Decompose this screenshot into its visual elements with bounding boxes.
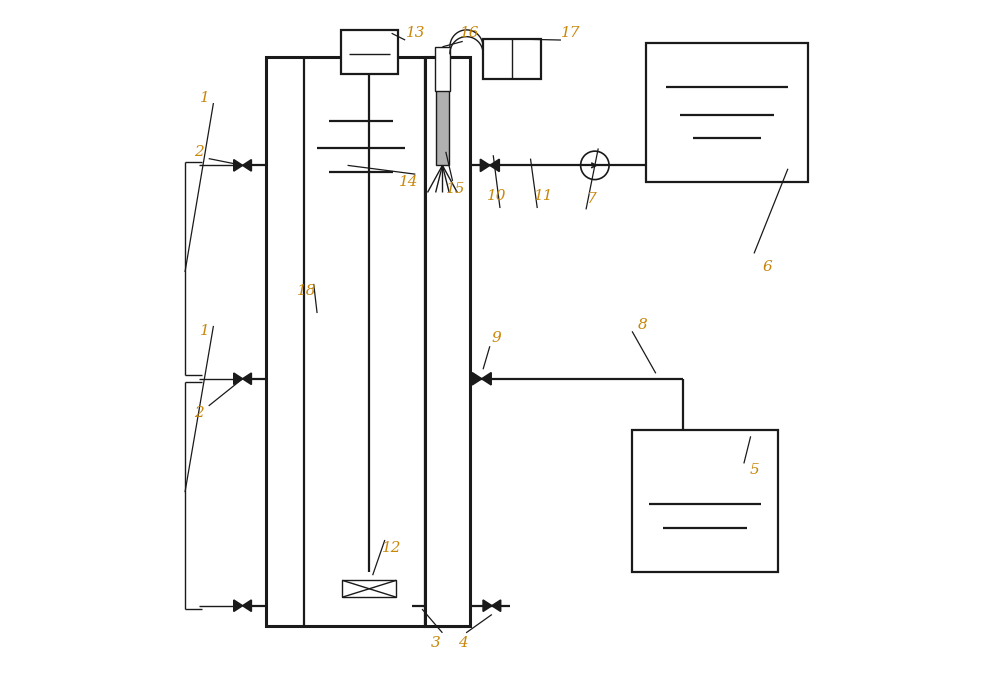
Text: 12: 12 [382, 541, 401, 555]
Text: 4: 4 [458, 636, 468, 650]
Text: 5: 5 [749, 463, 759, 477]
Text: 2: 2 [194, 145, 203, 159]
Polygon shape [234, 600, 243, 611]
Bar [483, 40, 541, 79]
Text: 8: 8 [637, 318, 647, 331]
Polygon shape [234, 160, 243, 171]
Text: 13: 13 [406, 26, 425, 40]
Polygon shape [490, 159, 499, 171]
Text: 17: 17 [561, 26, 581, 40]
Bar [632, 430, 778, 572]
Bar [646, 44, 808, 182]
Polygon shape [482, 373, 491, 385]
Text: 6: 6 [763, 260, 772, 274]
Polygon shape [472, 373, 482, 385]
Polygon shape [483, 600, 492, 611]
Text: 9: 9 [492, 331, 501, 345]
Bar [266, 57, 459, 626]
Bar [425, 57, 470, 626]
Text: 7: 7 [587, 192, 596, 206]
Bar [342, 581, 396, 597]
Text: 14: 14 [399, 176, 418, 189]
Text: 1: 1 [200, 324, 210, 338]
Text: 2: 2 [194, 406, 203, 419]
Polygon shape [234, 373, 243, 385]
Polygon shape [243, 160, 251, 171]
Bar [435, 47, 450, 91]
Polygon shape [480, 159, 490, 171]
Bar [436, 60, 449, 165]
Text: 3: 3 [431, 636, 441, 650]
Polygon shape [243, 600, 251, 611]
Text: 18: 18 [297, 283, 317, 298]
Text: 15: 15 [446, 182, 466, 196]
Polygon shape [243, 373, 251, 385]
Bar [341, 30, 398, 74]
Text: 10: 10 [487, 189, 506, 203]
Text: 1: 1 [200, 91, 210, 104]
Polygon shape [492, 600, 501, 611]
Text: 11: 11 [534, 189, 554, 203]
Text: 16: 16 [460, 26, 479, 40]
